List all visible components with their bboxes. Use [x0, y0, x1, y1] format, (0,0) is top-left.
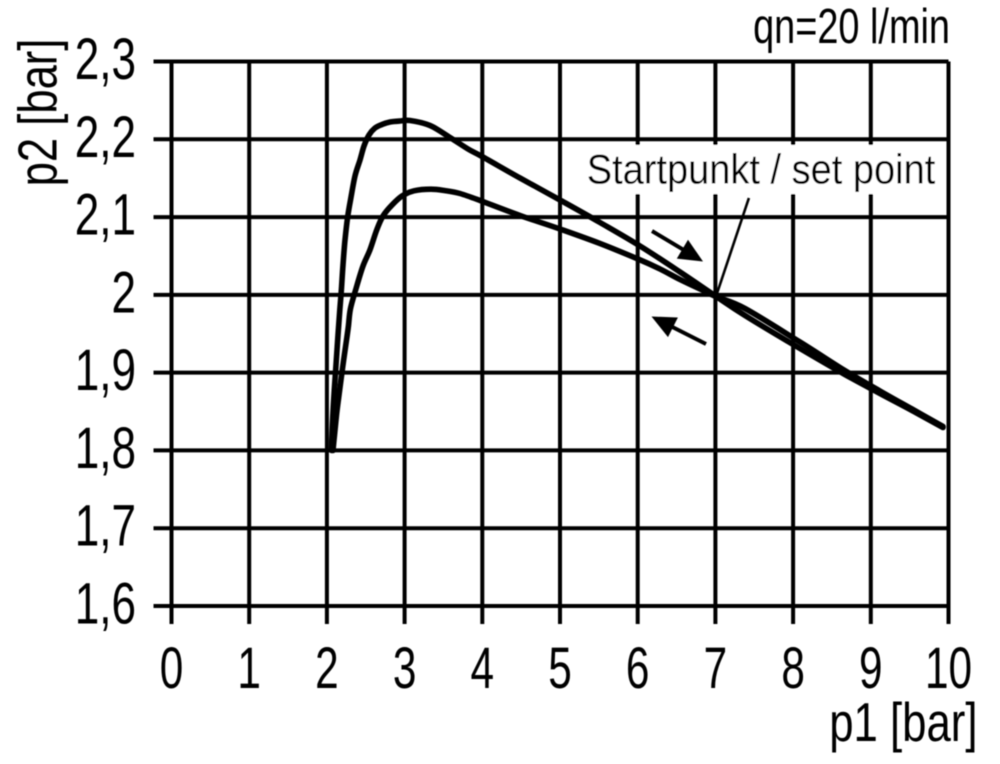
svg-text:1,6: 1,6: [75, 571, 136, 636]
svg-text:4: 4: [471, 635, 495, 700]
svg-text:6: 6: [626, 635, 650, 700]
svg-text:1,9: 1,9: [75, 337, 136, 402]
svg-text:8: 8: [781, 635, 805, 700]
svg-text:7: 7: [704, 635, 728, 700]
svg-text:2,3: 2,3: [75, 26, 136, 91]
svg-text:1,8: 1,8: [75, 415, 136, 480]
svg-text:Startpunkt / set point: Startpunkt / set point: [587, 147, 936, 193]
svg-text:2,2: 2,2: [75, 104, 136, 169]
svg-text:5: 5: [548, 635, 572, 700]
svg-text:2,1: 2,1: [75, 182, 136, 247]
svg-text:10: 10: [925, 635, 972, 700]
svg-text:2: 2: [315, 635, 339, 700]
svg-text:p1 [bar]: p1 [bar]: [829, 691, 977, 753]
svg-text:qn=20 l/min: qn=20 l/min: [753, 0, 950, 54]
svg-text:0: 0: [160, 635, 184, 700]
svg-text:1,7: 1,7: [75, 493, 136, 558]
svg-text:9: 9: [859, 635, 883, 700]
svg-text:3: 3: [393, 635, 417, 700]
svg-text:p2 [bar]: p2 [bar]: [7, 39, 69, 187]
svg-text:1: 1: [237, 635, 261, 700]
svg-text:2: 2: [111, 259, 136, 324]
